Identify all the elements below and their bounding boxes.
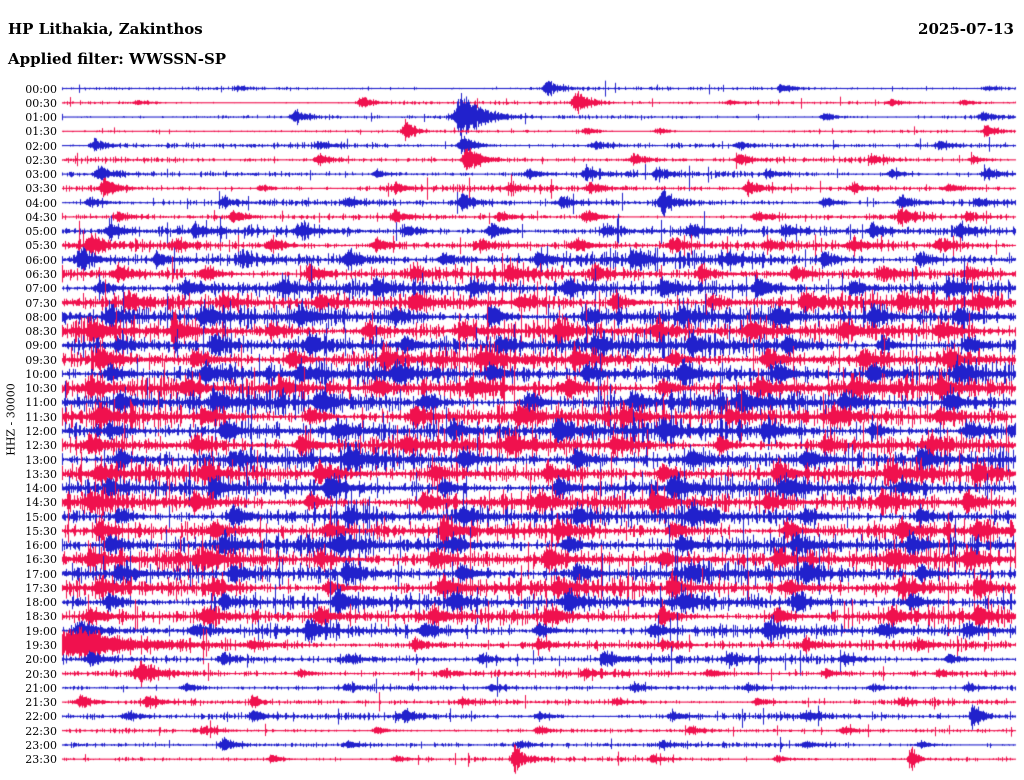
time-label: 05:00 [25, 225, 57, 239]
time-label: 03:00 [25, 168, 57, 182]
filter-label: Applied filter: WWSSN-SP [8, 50, 227, 68]
time-label: 06:30 [25, 268, 57, 281]
time-label: 01:00 [25, 111, 57, 125]
time-label: 15:30 [25, 524, 57, 538]
time-label: 10:30 [25, 382, 57, 396]
time-label: 19:30 [25, 639, 57, 653]
time-label: 22:30 [25, 724, 57, 738]
time-label: 06:00 [25, 253, 57, 267]
time-label: 03:30 [25, 182, 57, 196]
time-label: 02:30 [25, 153, 57, 167]
plot-date: 2025-07-13 [918, 20, 1014, 38]
time-label: 04:00 [25, 196, 57, 210]
time-label: 10:00 [25, 367, 57, 381]
time-label: 07:00 [25, 282, 57, 296]
time-label: 16:00 [25, 539, 57, 553]
time-label: 19:00 [25, 624, 57, 638]
time-label: 18:00 [25, 596, 57, 610]
time-label: 14:30 [25, 496, 57, 510]
time-label: 23:30 [25, 753, 57, 767]
time-label: 13:30 [25, 467, 57, 481]
time-label: 11:00 [25, 396, 57, 410]
time-label: 13:00 [25, 453, 57, 467]
time-label: 23:00 [25, 738, 57, 752]
time-label: 05:30 [25, 239, 57, 253]
time-label: 08:30 [25, 325, 57, 339]
time-label: 01:30 [25, 125, 57, 139]
time-label: 21:30 [25, 696, 57, 710]
time-label: 22:00 [25, 710, 57, 724]
time-label: 20:00 [25, 653, 57, 667]
time-label: 12:30 [25, 439, 57, 453]
time-label: 16:30 [25, 553, 57, 567]
time-label: 08:00 [25, 310, 57, 324]
time-label: 14:00 [25, 482, 57, 496]
time-label: 12:00 [25, 424, 57, 438]
time-label: 00:00 [25, 82, 57, 96]
time-label: 20:30 [25, 667, 57, 681]
time-label: 04:30 [25, 210, 57, 224]
time-label: 18:30 [25, 610, 57, 624]
time-label: 09:30 [25, 353, 57, 367]
plot-title: HP Lithakia, Zakinthos [8, 20, 203, 38]
time-label: 15:00 [25, 510, 57, 524]
time-label: 07:30 [25, 296, 57, 310]
time-label: 11:30 [25, 410, 57, 424]
time-label: 02:00 [25, 139, 57, 153]
time-label: 00:30 [25, 96, 57, 110]
time-label: 21:00 [25, 681, 57, 695]
time-label: 17:00 [25, 567, 57, 581]
time-label: 09:00 [25, 339, 57, 353]
time-label: 17:30 [25, 581, 57, 595]
